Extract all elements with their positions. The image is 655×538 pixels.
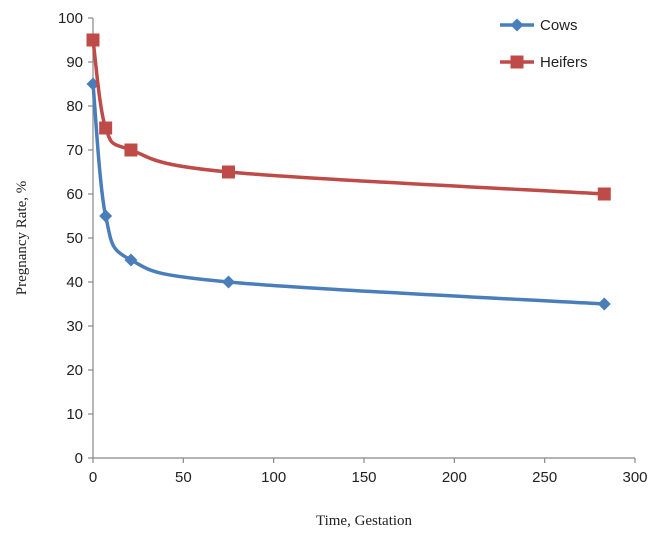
y-tick-label: 0 [75,450,83,467]
y-axis-title: Pregnancy Rate, % [14,181,30,296]
data-point-cows [597,297,611,311]
y-tick-label: 80 [66,98,83,115]
x-axis-title: Time, Gestation [316,513,413,529]
y-tick-label: 30 [66,318,83,335]
y-tick-label: 60 [66,186,83,203]
data-point-cows [99,209,113,223]
legend-marker [510,18,524,32]
series-line-cows [91,82,607,306]
y-tick-label: 100 [58,10,83,27]
series-heifers [86,33,611,201]
legend-label: Heifers [540,54,588,71]
data-point-heifers [222,165,235,179]
y-tick-label: 20 [66,362,83,379]
series-cows [86,77,611,311]
x-tick-label: 100 [261,469,286,486]
x-tick-label: 200 [442,469,467,486]
legend-item-heifers: Heifers [500,54,588,71]
y-tick-label: 50 [66,230,83,247]
y-tick-label: 70 [66,142,83,159]
data-point-heifers [597,187,611,201]
legend-marker [510,55,524,69]
ticks: 0 10 20 30 40 50 60 70 80 90 100 0 50 100 150 200 250 300 [58,10,648,486]
x-tick-label: 0 [89,469,97,486]
legend: Cows Heifers [500,17,588,71]
x-tick-label: 250 [532,469,557,486]
data-point-heifers [124,143,138,157]
legend-label: Cows [540,17,578,34]
data-point-cows [222,275,235,289]
series-line-heifers [91,38,607,196]
axes [92,18,635,459]
series [86,33,611,311]
data-point-heifers [99,121,113,135]
x-tick-label: 150 [351,469,376,486]
x-tick-label: 50 [175,469,192,486]
x-tick-label: 300 [622,469,647,486]
y-tick-label: 10 [66,406,83,423]
y-tick-label: 40 [66,274,83,291]
data-point-heifers [86,33,100,47]
y-tick-label: 90 [66,54,83,71]
legend-item-cows: Cows [500,17,578,34]
data-point-cows [124,253,138,267]
